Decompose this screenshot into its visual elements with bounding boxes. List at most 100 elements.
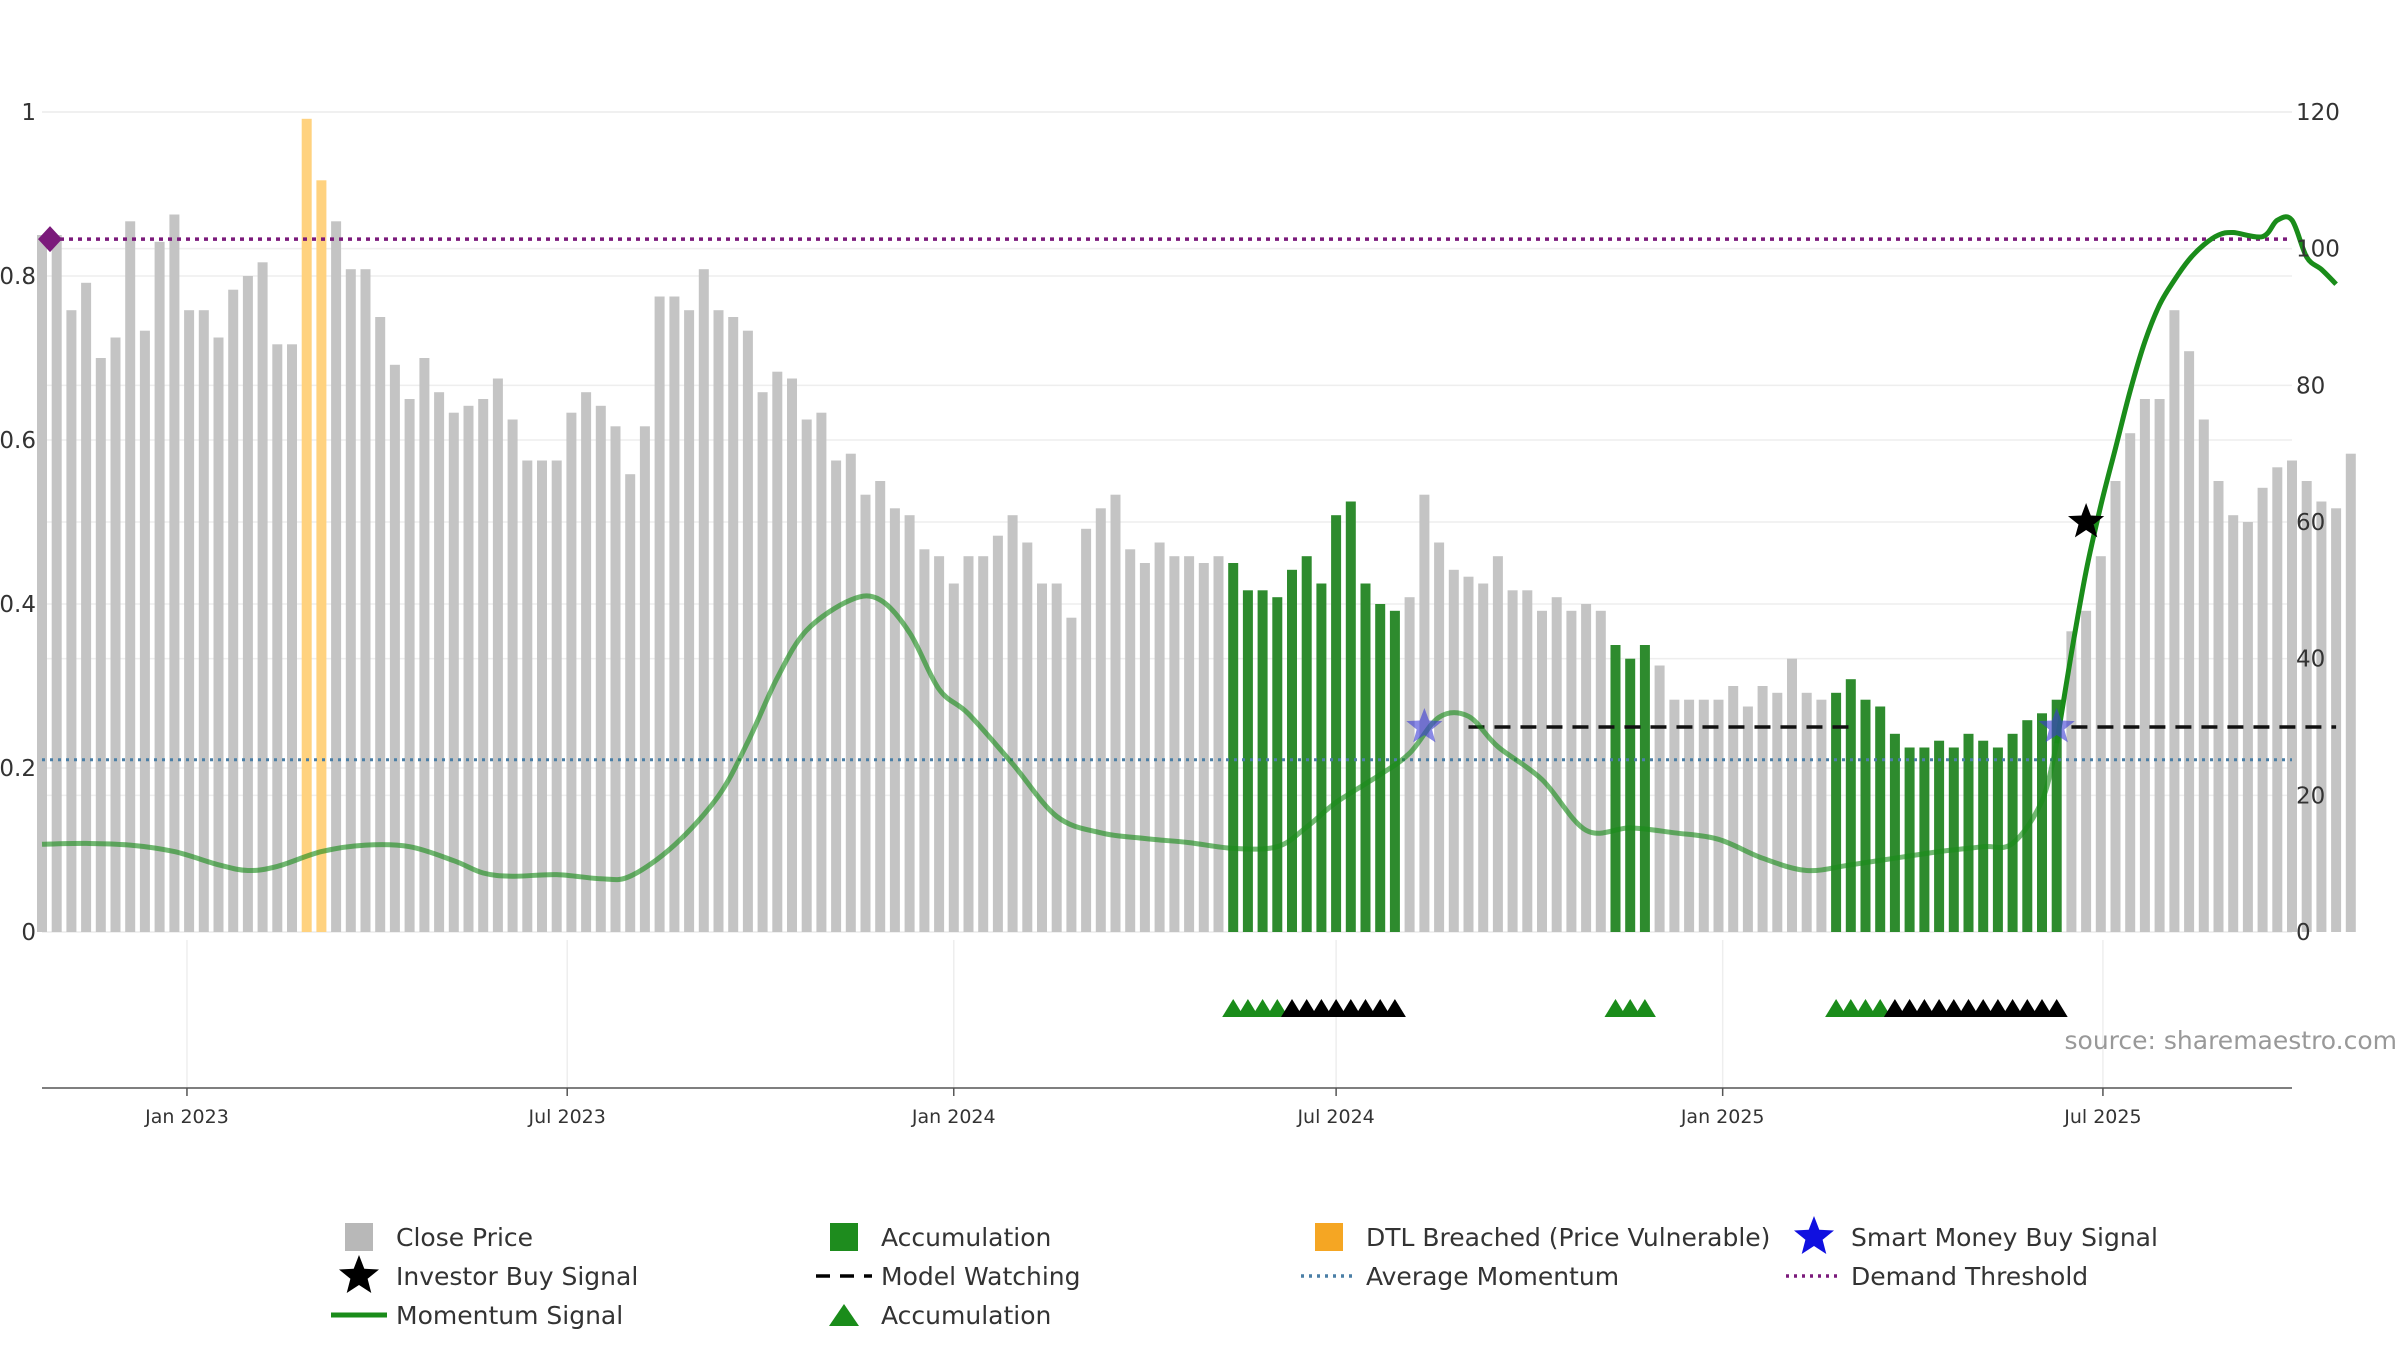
close-price-bar [1037,583,1047,932]
accumulation-strip [1222,999,2068,1017]
close-price-bar [66,310,77,932]
close-price-bar [669,296,680,932]
smart-money-buy-star [2038,708,2075,743]
close-price-bar [37,235,47,932]
close-price-bar [1110,494,1121,932]
close-price-bar [875,481,886,932]
close-price-bar [742,330,753,932]
legend-label: Close Price [396,1223,533,1252]
close-price-bar [1404,597,1415,932]
close-price-bar [1787,658,1797,932]
close-price-bar [419,358,430,932]
legend-label: Demand Threshold [1851,1262,2088,1291]
grid-lines [42,111,2292,1088]
left-axis-tick-label: 0 [21,920,36,946]
accumulation-bar [1963,733,1974,932]
close-price-bar [684,310,695,932]
left-axis-tick-label: 1 [21,100,36,126]
close-price-bar [139,330,150,932]
close-price-bar [1537,610,1547,932]
legend-star [1794,1216,1834,1254]
dtl-breached-bar [301,118,312,933]
close-price-bar [1125,549,1136,932]
legend-item: Momentum Signal [331,1301,623,1330]
momentum-signal-line [41,593,2060,883]
close-price-bar [110,337,121,932]
legend-item: Investor Buy Signal [339,1255,638,1293]
close-price-bar [610,426,621,932]
legend-label: DTL Breached (Price Vulnerable) [1366,1223,1770,1252]
close-price-bar [1713,699,1724,932]
legend-item: Smart Money Buy Signal [1794,1216,2158,1254]
close-price-bar [1095,508,1106,932]
legend-square [345,1223,373,1251]
accumulation-triangle [1854,999,1877,1017]
accumulation-bar [1845,679,1856,932]
demand-threshold-marker [38,226,62,253]
accumulation-bar [2007,733,2018,932]
close-price-bar [1463,576,1474,932]
right-axis-tick-label: 120 [2296,100,2340,126]
accumulation-bar [2037,713,2047,932]
close-price-bar [566,412,577,932]
accumulation-bar [1919,747,1930,932]
close-price-bar [345,269,356,932]
accumulation-bar [1389,610,1400,932]
close-price-bar [639,426,650,932]
close-price-bar [1066,617,1077,932]
close-price-bar [537,460,547,932]
smart-money-buy-star [1406,708,1443,743]
close-price-bar [434,392,445,932]
close-price-bar [595,405,606,932]
close-price-bar [1081,528,1092,932]
legend-item: Model Watching [816,1262,1081,1291]
accumulation-bar [1242,590,1253,932]
watching-triangle [2016,999,2039,1017]
watching-triangle [1898,999,1921,1017]
close-price-bar [242,276,253,932]
watching-triangle [1295,999,1318,1017]
watching-triangle [1383,999,1406,1017]
accumulation-bar [1889,733,1900,932]
accumulation-triangle [1251,999,1274,1017]
close-price-bar [757,392,768,932]
right-axis-tick-label: 0 [2296,920,2311,946]
close-price-bar [51,235,62,932]
legend-label: Average Momentum [1366,1262,1619,1291]
right-axis-tick-label: 60 [2296,510,2325,536]
accumulation-bar [1228,563,1239,932]
watching-triangle [2045,999,2068,1017]
close-price-bar [551,460,562,932]
legend-label: Smart Money Buy Signal [1851,1223,2158,1252]
accumulation-bar [1831,692,1842,932]
close-price-bar [125,221,136,933]
close-price-bar [463,405,474,932]
close-price-bar [1684,699,1695,932]
accumulation-triangle [1825,999,1848,1017]
accumulation-bar [1875,706,1886,932]
close-price-bar [1022,542,1033,932]
close-price-bar [860,494,871,932]
accumulation-bar [1992,747,2003,932]
close-price-bar [919,549,930,932]
close-price-bar [95,358,106,932]
legend: Close Price Accumulation DTL Breached (Pri… [331,1216,2158,1330]
accumulation-triangle [1222,999,1245,1017]
close-price-bar [507,419,518,932]
accumulation-bar [1301,556,1312,932]
close-price-bar [1669,699,1680,932]
close-price-bar [1478,583,1489,932]
close-price-bar [831,460,842,932]
accumulation-bar [1272,597,1283,932]
signal-markers [38,226,2105,743]
close-price-bar [448,412,459,932]
close-price-bar [2110,481,2121,932]
close-price-bar [1198,563,1209,932]
legend-item: Accumulation [830,1223,1051,1252]
close-price-bar [625,474,636,932]
legend-square [1315,1223,1343,1251]
close-price-bar [1801,692,1812,932]
close-price-bar [404,399,415,932]
watching-triangle [1310,999,1333,1017]
